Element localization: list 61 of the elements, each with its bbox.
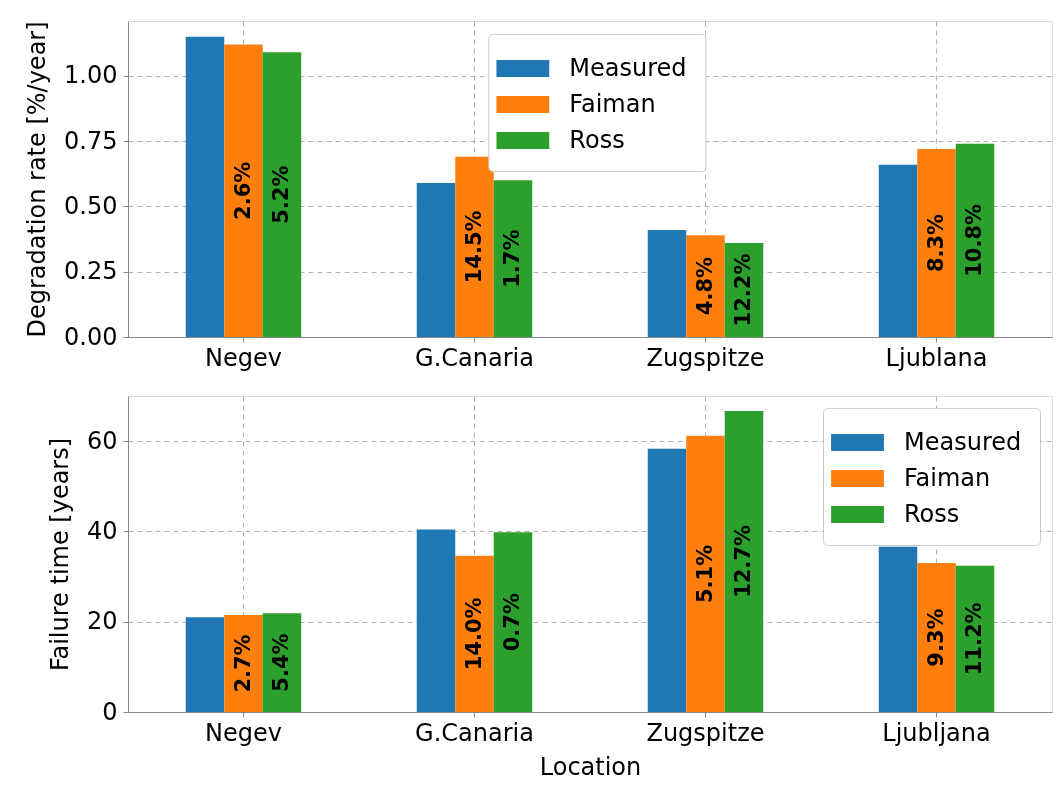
bar xyxy=(955,143,995,337)
annotation: 10.8% xyxy=(962,203,986,277)
x-tick-label: Zugspitze xyxy=(646,718,765,747)
x-tick-label: Negev xyxy=(205,343,282,372)
annotation: 9.3% xyxy=(923,608,948,667)
annotation: 11.2% xyxy=(962,602,986,676)
bar xyxy=(917,148,956,337)
legend-label: Measured xyxy=(904,427,1022,456)
annotation: 12.2% xyxy=(731,253,755,327)
legend-label: Faiman xyxy=(569,89,656,118)
x-tick-label: G.Canaria xyxy=(415,343,534,372)
y-tick-label: 0.00 xyxy=(64,322,118,351)
bar xyxy=(493,532,533,712)
bar xyxy=(878,164,918,337)
bar xyxy=(917,563,956,712)
annotation: 2.6% xyxy=(230,161,255,220)
y-tick-label: 40 xyxy=(86,516,118,545)
y-tick-label: 0.75 xyxy=(64,126,118,155)
annotation: 5.1% xyxy=(692,544,717,603)
bar xyxy=(455,555,494,712)
bar xyxy=(224,44,263,337)
bar xyxy=(416,182,456,337)
bar xyxy=(647,448,687,712)
bar xyxy=(686,435,725,712)
annotation: 8.3% xyxy=(923,213,948,273)
bar xyxy=(878,546,918,712)
legend-label: Measured xyxy=(569,53,687,82)
bar xyxy=(262,52,302,337)
annotation: 5.4% xyxy=(269,633,293,692)
y-axis-title: Failure time [years] xyxy=(45,437,74,672)
x-axis-title: Location xyxy=(539,752,642,781)
legend-label: Ross xyxy=(569,125,625,154)
annotation: 14.0% xyxy=(461,597,486,671)
annotation: 2.7% xyxy=(230,634,255,693)
y-axis-title: Degradation rate [%/year] xyxy=(23,21,52,338)
bar xyxy=(416,529,456,712)
annotation: 12.7% xyxy=(731,525,755,598)
legend-label: Faiman xyxy=(904,463,991,492)
bar xyxy=(493,180,533,337)
y-tick-label: 0.25 xyxy=(64,257,118,286)
bar xyxy=(185,36,225,337)
x-tick-label: Ljublana xyxy=(885,343,988,372)
annotation: 5.2% xyxy=(269,165,293,224)
x-tick-label: Ljubljana xyxy=(882,718,991,747)
y-tick-label: 0 xyxy=(102,697,118,726)
legend-label: Ross xyxy=(904,499,960,528)
annotation: 1.7% xyxy=(500,229,524,288)
bar xyxy=(647,229,687,337)
bar xyxy=(455,156,494,337)
annotation: 0.7% xyxy=(500,593,524,652)
annotation: 14.5% xyxy=(461,210,486,284)
y-tick-label: 20 xyxy=(86,607,118,636)
y-tick-label: 1.00 xyxy=(64,61,118,90)
x-tick-label: Zugspitze xyxy=(646,343,765,372)
y-tick-label: 0.50 xyxy=(64,191,118,220)
x-tick-label: Negev xyxy=(205,718,282,747)
bar xyxy=(185,617,225,712)
annotation: 4.8% xyxy=(692,256,717,316)
y-tick-label: 60 xyxy=(86,426,118,455)
x-tick-label: G.Canaria xyxy=(415,718,534,747)
bar xyxy=(724,410,764,712)
